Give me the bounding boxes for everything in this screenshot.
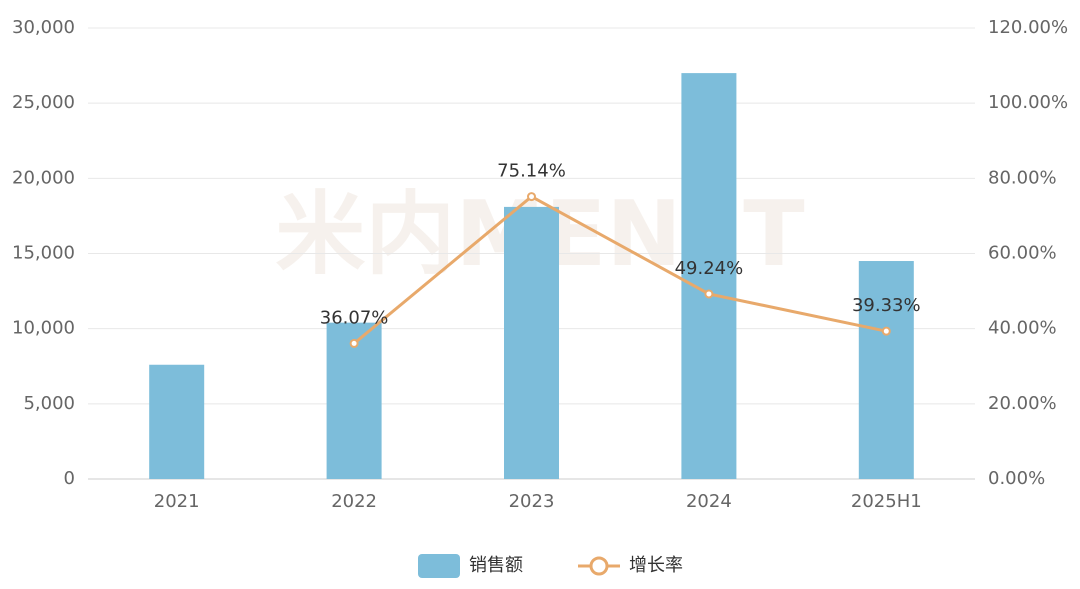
y2-tick-label: 40.00% [988, 318, 1057, 339]
legend-label: 增长率 [629, 555, 683, 576]
y2-tick-label: 60.00% [988, 243, 1057, 264]
bar [504, 206, 559, 479]
line-point [704, 289, 714, 299]
legend-swatch [418, 554, 460, 578]
bar [326, 322, 382, 479]
data-label: 39.33% [852, 295, 921, 316]
data-label: 36.07% [320, 307, 389, 328]
y-tick-label: 20,000 [12, 167, 75, 188]
x-tick-label: 2022 [331, 491, 377, 512]
data-label: 49.24% [675, 258, 744, 279]
y-tick-label: 30,000 [12, 17, 75, 38]
line-point [349, 338, 359, 348]
bar [858, 261, 914, 479]
y2-tick-label: 100.00% [988, 92, 1068, 113]
bar [681, 73, 737, 479]
y-tick-label: 0 [64, 468, 75, 489]
x-tick-label: 2021 [154, 491, 200, 512]
line [353, 194, 887, 345]
x-tick-label: 2024 [686, 491, 732, 512]
y2-tick-label: 80.00% [988, 167, 1057, 188]
y-tick-label: 5,000 [23, 393, 75, 414]
line-point [881, 326, 891, 336]
legend-label: 销售额 [469, 555, 523, 576]
line-point [527, 192, 536, 202]
x-tick-label: 2025H1 [851, 491, 922, 512]
x-tick-label: 2023 [509, 491, 555, 512]
y-tick-label: 25,000 [12, 92, 75, 113]
y-tick-label: 10,000 [12, 318, 75, 339]
y-tick-label: 15,000 [12, 243, 75, 264]
y2-tick-label: 20.00% [988, 393, 1057, 414]
legend-swatch [589, 556, 609, 576]
y2-tick-label: 0.00% [988, 468, 1045, 489]
data-label: 75.14% [497, 161, 566, 182]
y2-tick-label: 120.00% [988, 17, 1068, 38]
bar [149, 364, 205, 479]
